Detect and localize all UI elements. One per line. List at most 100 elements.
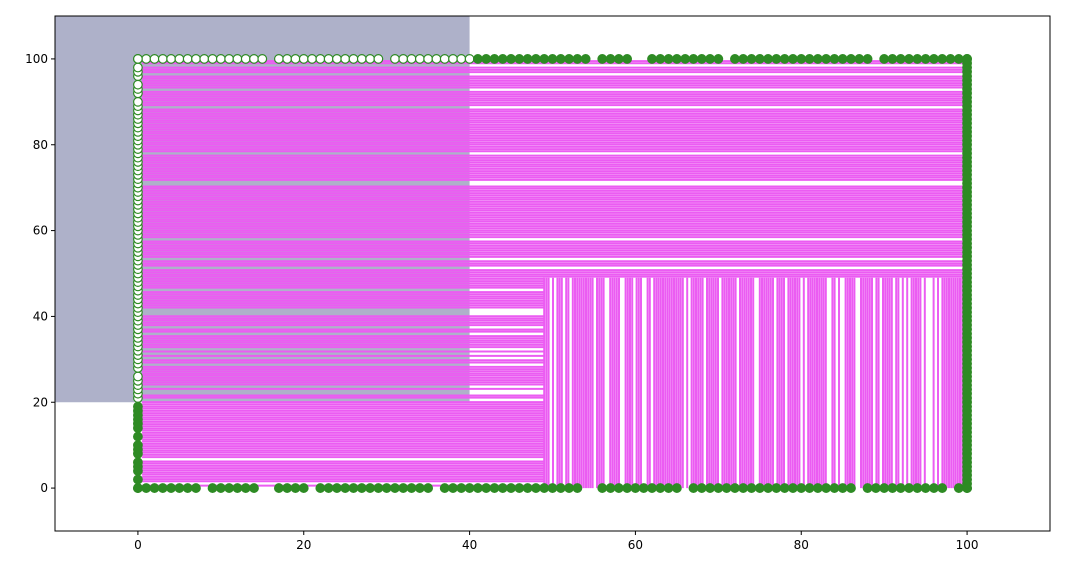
scatter-point	[763, 483, 773, 493]
scatter-point	[215, 483, 226, 493]
scatter-point	[622, 54, 633, 64]
scatter-point	[531, 483, 541, 493]
scatter-point	[307, 54, 317, 64]
scatter-point	[812, 483, 823, 493]
scatter-point	[149, 54, 160, 64]
y-tick-label: 20	[33, 395, 48, 409]
scatter-point	[812, 54, 823, 64]
x-tick-label: 20	[296, 538, 311, 552]
scatter-point	[788, 483, 798, 493]
y-axis-ticks: 0 20 40 60 80 100	[25, 52, 55, 495]
scatter-point	[448, 483, 458, 493]
scatter-point	[290, 54, 301, 64]
scatter-point	[730, 54, 740, 64]
scatter-point	[133, 474, 143, 485]
scatter-point	[414, 483, 425, 493]
scatter-point	[920, 54, 931, 64]
scatter-point	[804, 483, 815, 493]
scatter-point	[754, 54, 765, 64]
scatter-point	[564, 54, 574, 64]
scatter-point	[696, 54, 707, 64]
scatter-point	[647, 54, 657, 64]
x-tick-label: 0	[134, 538, 142, 552]
scatter-point	[522, 54, 533, 64]
scatter-point	[522, 483, 533, 493]
scatter-point	[464, 483, 475, 493]
scatter-point	[547, 483, 558, 493]
x-axis-ticks: 0 20 40 60 80 100	[134, 531, 979, 552]
scatter-point	[174, 483, 185, 493]
scatter-point	[298, 483, 309, 493]
scatter-point	[215, 54, 226, 64]
scatter-point	[439, 54, 450, 64]
y-tick-label: 40	[33, 309, 48, 323]
scatter-point	[763, 54, 773, 64]
scatter-point	[456, 483, 467, 493]
scatter-point	[323, 483, 334, 493]
scatter-point	[232, 483, 243, 493]
scatter-point	[514, 54, 525, 64]
scatter-point	[912, 483, 923, 493]
x-tick-label: 100	[956, 538, 979, 552]
scatter-point	[149, 483, 160, 493]
scatter-point	[133, 371, 143, 382]
scatter-point	[887, 483, 898, 493]
scatter-point	[489, 54, 500, 64]
scatter-point	[182, 483, 193, 493]
scatter-point	[572, 54, 583, 64]
scatter-point	[356, 483, 367, 493]
x-tick-label: 80	[794, 538, 809, 552]
scatter-point	[414, 54, 425, 64]
scatter-point	[249, 54, 259, 64]
scatter-point	[464, 54, 475, 64]
scatter-point	[829, 54, 840, 64]
scatter-point	[904, 483, 914, 493]
scatter-point	[713, 483, 724, 493]
scatter-point	[539, 483, 550, 493]
scatter-point	[456, 54, 467, 64]
scatter-point	[663, 483, 674, 493]
scatter-point	[282, 483, 293, 493]
scatter-point	[232, 54, 243, 64]
scatter-point	[597, 483, 608, 493]
scatter-point	[796, 54, 807, 64]
scatter-point	[953, 483, 964, 493]
scatter-point	[481, 483, 492, 493]
scatter-point	[373, 483, 384, 493]
scatter-point	[365, 483, 375, 493]
scatter-point	[837, 54, 848, 64]
scatter-point	[647, 483, 657, 493]
scatter-point	[423, 54, 434, 64]
scatter-point	[157, 483, 168, 493]
scatter-point	[332, 54, 342, 64]
scatter-point	[688, 54, 699, 64]
scatter-point	[133, 62, 143, 73]
scatter-point	[315, 54, 326, 64]
scatter-point	[497, 54, 508, 64]
scatter-point	[846, 54, 856, 64]
scatter-point	[199, 54, 210, 64]
scatter-point	[141, 483, 152, 493]
scatter-point	[497, 483, 508, 493]
scatter-point	[315, 483, 326, 493]
scatter-point	[937, 54, 948, 64]
scatter-point	[340, 54, 351, 64]
scatter-point	[870, 483, 881, 493]
scatter-point	[705, 483, 715, 493]
scatter-point	[133, 79, 143, 90]
scatter-point	[622, 483, 633, 493]
scatter-point	[439, 483, 450, 493]
scatter-point	[779, 54, 790, 64]
scatter-point	[655, 54, 666, 64]
scatter-point	[555, 483, 566, 493]
plot-area	[55, 16, 972, 493]
scatter-point	[605, 483, 616, 493]
scatter-point	[829, 483, 840, 493]
scatter-point	[240, 54, 251, 64]
scatter-point	[514, 483, 525, 493]
scatter-point	[929, 54, 939, 64]
scatter-point	[191, 54, 201, 64]
scatter-point	[323, 54, 334, 64]
scatter-point	[937, 483, 948, 493]
scatter-point	[887, 54, 898, 64]
